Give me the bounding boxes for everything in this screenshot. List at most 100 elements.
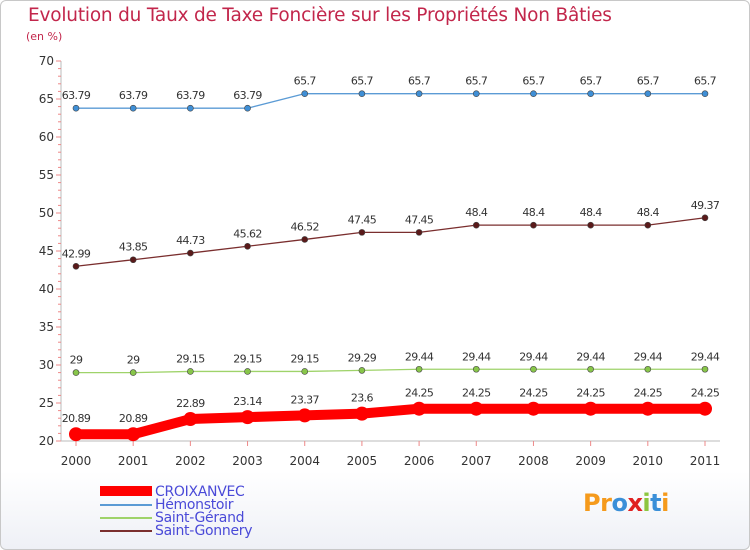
y-tick-label: 50 [39,206,54,220]
y-tick-label: 35 [39,320,54,334]
data-label-saint-gerand: 29.44 [519,350,548,363]
data-point-croixanvec [698,401,712,416]
data-point-croixanvec [469,401,484,416]
series-layer [69,90,712,442]
data-point-croixanvec [583,401,598,416]
series-line-hemonstoir [76,93,705,109]
axes: 20 25 30 35 40 45 50 55 60 65 70 2000 2001 2002 2003 20… [39,54,721,468]
data-point-saint-gonnery [187,249,194,257]
logo-letter: x [627,489,643,517]
series-line-croixanvec [76,403,705,440]
data-point-saint-gerand [244,368,251,375]
data-label-saint-gerand: 29 [127,354,140,367]
data-point-hemonstoir [72,104,80,112]
legend-label-saint-gerand: Saint-Gérand [155,510,245,526]
data-label-saint-gonnery: 43.85 [119,241,148,254]
data-point-saint-gonnery [701,214,709,222]
data-label-saint-gonnery: 47.45 [405,213,434,226]
data-point-hemonstoir [644,90,652,97]
data-point-saint-gerand [358,367,366,374]
data-point-saint-gerand [415,365,423,373]
data-label-saint-gonnery: 44.73 [176,234,205,247]
data-point-saint-gerand [530,365,537,373]
legend-label-hemonstoir: Hémonstoir [155,497,234,513]
y-tick-label: 45 [39,244,54,258]
data-point-saint-gerand [72,369,80,376]
data-label-saint-gerand: 29 [70,354,83,367]
data-label-saint-gerand: 29.44 [462,350,491,363]
proxiti-logo: Proxiti [583,489,669,517]
x-tick-label: 2000 [61,454,92,468]
y-tick-label: 30 [39,358,54,372]
data-point-saint-gonnery [244,242,251,250]
x-tick-label: 2006 [404,454,435,468]
data-label-saint-gerand: 29.44 [576,350,605,363]
data-label-croixanvec: 24.25 [691,387,720,400]
data-label-saint-gonnery: 47.45 [348,213,377,226]
data-label-croixanvec: 24.25 [519,387,548,400]
data-label-saint-gonnery: 48.4 [637,206,660,219]
data-label-croixanvec: 24.25 [462,387,491,400]
data-point-saint-gerand [301,368,309,375]
x-tick-label: 2010 [633,454,664,468]
data-point-saint-gerand [644,365,652,373]
data-point-saint-gonnery [301,236,309,243]
data-label-croixanvec: 22.89 [176,397,205,410]
data-point-hemonstoir [701,90,709,97]
data-point-hemonstoir [472,90,480,97]
data-label-saint-gonnery: 45.62 [233,227,262,240]
legend-swatch-saint-gonnery [100,530,152,532]
legend-label-saint-gonnery: Saint-Gonnery [155,523,253,539]
legend-swatch-hemonstoir [100,504,152,506]
data-point-hemonstoir [129,104,137,112]
y-tick-label: 40 [39,282,54,296]
data-label-hemonstoir: 65.7 [580,75,603,88]
logo-letter: t [650,489,662,517]
data-point-hemonstoir [301,90,309,97]
data-label-saint-gonnery: 42.99 [62,247,91,260]
y-tick-label: 25 [39,396,54,410]
data-point-saint-gerand [472,365,480,373]
data-point-hemonstoir [587,90,594,97]
data-label-hemonstoir: 63.79 [62,89,91,102]
data-label-hemonstoir: 63.79 [233,89,262,102]
data-label-croixanvec: 24.25 [576,387,605,400]
data-point-saint-gerand [701,365,709,373]
data-point-croixanvec [240,410,255,425]
data-point-croixanvec [640,401,655,416]
series-line-saint-gerand [76,368,705,374]
x-tick-label: 2005 [347,454,378,468]
logo-letter: P [583,489,601,517]
data-point-saint-gonnery [72,262,80,270]
data-point-hemonstoir [358,90,366,97]
legend-label-croixanvec: CROIXANVEC [155,484,245,500]
data-point-saint-gerand [587,365,594,373]
data-point-croixanvec [354,406,369,421]
data-point-croixanvec [297,408,312,423]
unit-label: (en %) [26,30,63,43]
data-point-saint-gerand [187,368,194,375]
x-tick-label: 2007 [461,454,492,468]
legend-swatch-croixanvec [100,486,152,496]
data-point-saint-gonnery [587,221,594,229]
data-label-hemonstoir: 63.79 [119,89,148,102]
logo-letter: o [611,489,628,517]
data-label-hemonstoir: 65.7 [522,75,545,88]
logo-letter: i [661,489,669,517]
x-tick-label: 2009 [575,454,606,468]
x-tick-label: 2008 [518,454,549,468]
x-tick-label: 2002 [175,454,206,468]
data-label-saint-gonnery: 48.4 [522,206,545,219]
logo-letter: i [642,489,651,517]
chart-title: Evolution du Taux de Taxe Foncière sur l… [28,5,612,26]
data-label-croixanvec: 20.89 [62,412,91,425]
y-tick-label: 55 [39,168,54,182]
x-tick-label: 2004 [289,454,320,468]
data-label-saint-gerand: 29.15 [176,352,205,365]
data-label-hemonstoir: 65.7 [694,75,717,88]
data-label-croixanvec: 23.37 [290,393,319,406]
data-point-croixanvec [412,401,427,416]
x-tick-label: 2001 [118,454,149,468]
